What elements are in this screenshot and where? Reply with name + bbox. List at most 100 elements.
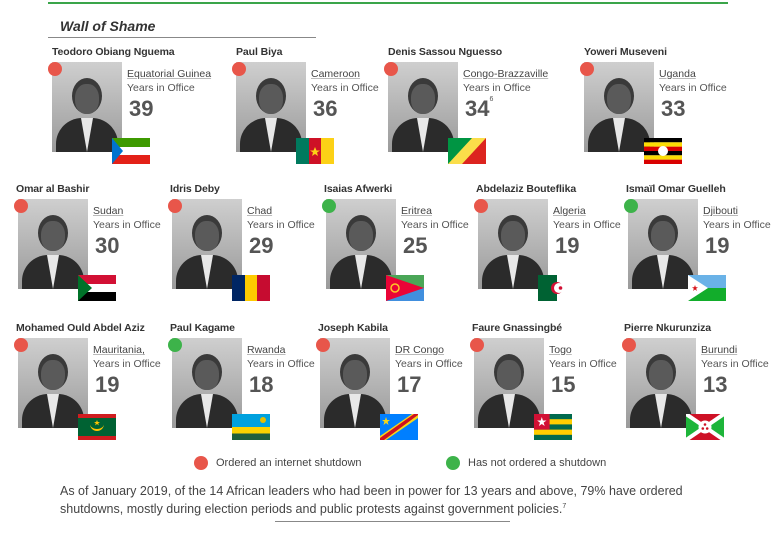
- years-in-office-label: Years in Office: [701, 358, 769, 370]
- years-number: 29: [249, 233, 274, 258]
- years-number: 19: [705, 233, 730, 258]
- leader-country: Mauritania,: [93, 344, 145, 356]
- footer-text: As of January 2019, of the 14 African le…: [60, 484, 683, 517]
- leader-card: Mohamed Ould Abdel Aziz Mauritania, Years …: [14, 322, 176, 442]
- leader-country: Algeria: [553, 205, 586, 217]
- leader-photo: [18, 199, 88, 289]
- leader-name: Mohamed Ould Abdel Aziz: [16, 322, 145, 334]
- no-shutdown-status-dot: [322, 199, 336, 213]
- leader-name: Omar al Bashir: [16, 183, 90, 195]
- years-number: 17: [397, 372, 422, 397]
- leader-card: Abdelaziz Bouteflika Algeria Years in Offi…: [474, 183, 636, 303]
- years-number: 30: [95, 233, 120, 258]
- leader-photo: [52, 62, 122, 152]
- footer-footnote: 7: [562, 503, 567, 510]
- leader-card: Denis Sassou Nguesso Congo-Brazzaville Yea…: [384, 46, 548, 166]
- leader-name: Yoweri Museveni: [584, 46, 667, 58]
- years-value: 13: [703, 372, 727, 398]
- leader-name: Denis Sassou Nguesso: [388, 46, 503, 58]
- years-in-office-label: Years in Office: [703, 219, 771, 231]
- leader-name: Paul Biya: [236, 46, 283, 58]
- chad-flag-icon: [232, 275, 270, 301]
- leader-photo: [584, 62, 654, 152]
- section-title: Wall of Shame: [60, 18, 156, 34]
- leader-country: Chad: [247, 205, 273, 217]
- leader-photo: [388, 62, 458, 152]
- no-shutdown-status-dot: [624, 199, 638, 213]
- cameroon-flag-icon: [296, 138, 334, 164]
- togo-flag-icon: [534, 414, 572, 440]
- leader-card: Joseph Kabila DR Congo Years in Office 17: [316, 322, 478, 442]
- uganda-flag-icon: [644, 138, 682, 164]
- leader-card: Yoweri Museveni Uganda Years in Office 33: [580, 46, 744, 166]
- leader-photo: [474, 338, 544, 428]
- leader-photo: [18, 338, 88, 428]
- leader-country: Sudan: [93, 205, 124, 217]
- years-in-office-label: Years in Office: [463, 82, 531, 94]
- years-number: 19: [555, 233, 580, 258]
- dr-congo-flag-icon: [380, 414, 418, 440]
- leader-name: Faure Gnassingbé: [472, 322, 563, 334]
- congo-flag-icon: [448, 138, 486, 164]
- shutdown-legend-dot: [194, 456, 208, 470]
- burundi-flag-icon: [686, 414, 724, 440]
- years-value: 29: [249, 233, 273, 259]
- leader-name: Ismaïl Omar Guelleh: [626, 183, 726, 195]
- leader-card: Pierre Nkurunziza Burundi Years in Office 1…: [622, 322, 782, 442]
- years-value: 39: [129, 96, 153, 122]
- leader-country: Djibouti: [703, 205, 739, 217]
- years-in-office-label: Years in Office: [247, 358, 315, 370]
- years-value: 36: [313, 96, 337, 122]
- leader-photo: [478, 199, 548, 289]
- leader-name: Teodoro Obiang Nguema: [52, 46, 175, 58]
- years-number: 34: [465, 96, 490, 121]
- algeria-flag-icon: [538, 275, 576, 301]
- leader-country: Uganda: [659, 68, 696, 80]
- eritrea-flag-icon: [386, 275, 424, 301]
- years-value: 346: [465, 96, 493, 122]
- years-value: 19: [555, 233, 579, 259]
- years-in-office-label: Years in Office: [401, 219, 469, 231]
- leader-country: Burundi: [701, 344, 738, 356]
- years-value: 19: [95, 372, 119, 398]
- leader-country: Cameroon: [311, 68, 361, 80]
- leader-name: Paul Kagame: [170, 322, 235, 334]
- shutdown-status-dot: [580, 62, 594, 76]
- leader-country: DR Congo: [395, 344, 445, 356]
- leader-card: Omar al Bashir Sudan Years in Office 30: [14, 183, 176, 303]
- years-value: 25: [403, 233, 427, 259]
- years-value: 30: [95, 233, 119, 259]
- years-value: 18: [249, 372, 273, 398]
- years-value: 17: [397, 372, 421, 398]
- top-rule: [48, 2, 728, 4]
- leader-country: Rwanda: [247, 344, 286, 356]
- shutdown-status-dot: [232, 62, 246, 76]
- shutdown-status-dot: [622, 338, 636, 352]
- years-in-office-label: Years in Office: [395, 358, 463, 370]
- shutdown-status-dot: [168, 199, 182, 213]
- leader-name: Pierre Nkurunziza: [624, 322, 711, 334]
- years-footnote: 6: [489, 96, 494, 103]
- years-number: 33: [661, 96, 686, 121]
- footer-rule: [275, 521, 510, 522]
- years-in-office-label: Years in Office: [549, 358, 617, 370]
- leader-card: Paul Kagame Rwanda Years in Office 18: [168, 322, 330, 442]
- shutdown-status-dot: [14, 338, 28, 352]
- leader-name: Abdelaziz Bouteflika: [476, 183, 577, 195]
- no-shutdown-legend-label: Has not ordered a shutdown: [468, 457, 607, 469]
- footer-note: As of January 2019, of the 14 African le…: [60, 483, 740, 517]
- years-value: 15: [551, 372, 575, 398]
- leader-card: Teodoro Obiang Nguema Equatorial Guinea Ye…: [48, 46, 212, 166]
- shutdown-status-dot: [48, 62, 62, 76]
- shutdown-status-dot: [470, 338, 484, 352]
- years-number: 15: [551, 372, 576, 397]
- years-in-office-label: Years in Office: [127, 82, 195, 94]
- years-in-office-label: Years in Office: [93, 219, 161, 231]
- leader-photo: [172, 338, 242, 428]
- years-in-office-label: Years in Office: [93, 358, 161, 370]
- years-number: 36: [313, 96, 338, 121]
- leader-name: Joseph Kabila: [318, 322, 388, 334]
- leader-name: Isaias Afwerki: [324, 183, 393, 195]
- years-number: 19: [95, 372, 120, 397]
- leader-name: Idris Deby: [170, 183, 220, 195]
